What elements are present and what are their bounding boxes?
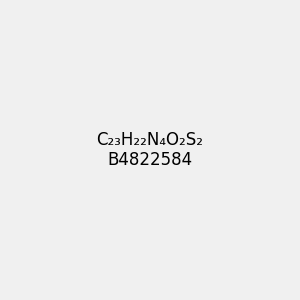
Text: C₂₃H₂₂N₄O₂S₂
B4822584: C₂₃H₂₂N₄O₂S₂ B4822584 — [97, 130, 203, 170]
